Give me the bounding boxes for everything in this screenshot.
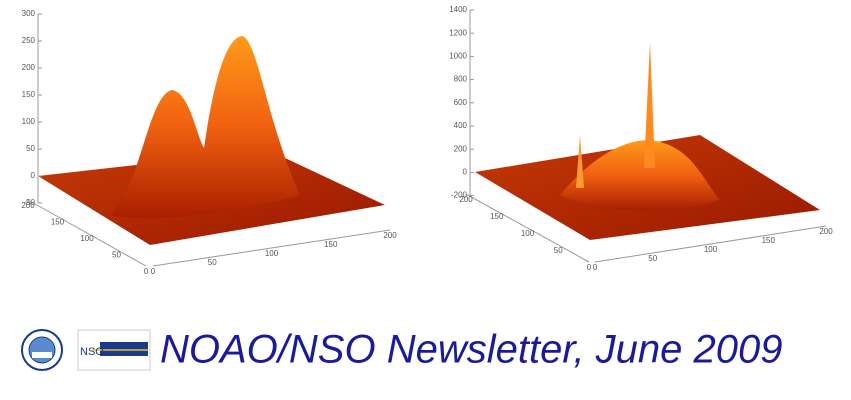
z-tick-label: 0 [31,171,36,180]
surface-mound [560,140,720,211]
x-axis-label: 0 [151,267,156,276]
surface-plot [475,42,820,240]
y-axis-label: 200 [459,195,473,204]
z-tick-label: 200 [22,63,36,72]
x-axis-label: 0 [593,263,598,272]
z-tick-label: -50 [23,198,35,207]
y-axis-label: 50 [112,251,121,260]
surface-plot [38,36,385,245]
x-axis [152,229,391,267]
x-axis [594,225,827,263]
z-tick-label: 250 [22,36,36,45]
y-axis-label: 50 [554,246,563,255]
noao-logo [21,329,63,371]
x-axis-label: 150 [762,236,776,245]
z-tick-label: 100 [22,117,36,126]
y-axis [27,199,147,267]
z-tick-label: 1400 [449,5,467,14]
z-tick-label: 1000 [449,52,467,61]
z-tick-label: 200 [454,144,468,153]
y-axis-label: 150 [490,212,504,221]
z-tick-label: 600 [454,98,468,107]
x-axis-label: 100 [704,245,718,254]
logo-text: NSO [80,346,104,358]
z-tick-label: 300 [22,9,36,18]
x-axis-label: 200 [383,231,397,240]
z-tick-label: 150 [22,90,36,99]
newsletter-title: NOAO/NSO Newsletter, June 2009 [160,328,783,372]
y-axis [465,193,590,263]
z-tick-label: 800 [454,75,468,84]
x-axis-label: 200 [819,227,833,236]
x-axis-label: 150 [324,240,338,249]
y-axis-label: 100 [521,229,535,238]
surface-spike [644,42,655,168]
y-axis-label: 0 [587,263,592,272]
z-tick-label: 1200 [449,28,467,37]
x-axis-label: 50 [648,254,657,263]
x-axis-label: 100 [265,249,279,258]
z-tick-label: 50 [26,144,35,153]
axes: 300 250 200 150 100 50 0 -50 0 50 100 150 200 0 50 100 1… [21,5,833,276]
nso-logo: NSO [77,329,151,371]
y-axis-label: 0 [144,267,149,276]
y-axis-label: 150 [51,218,65,227]
surface-peaks [110,36,300,219]
surface-spike [576,135,584,188]
y-axis-label: 200 [21,201,35,210]
x-axis-label: 50 [208,258,217,267]
z-tick-label: 400 [454,121,468,130]
z-tick-label: -200 [451,191,468,200]
z-tick-label: 0 [463,168,468,177]
y-axis-label: 100 [80,234,94,243]
